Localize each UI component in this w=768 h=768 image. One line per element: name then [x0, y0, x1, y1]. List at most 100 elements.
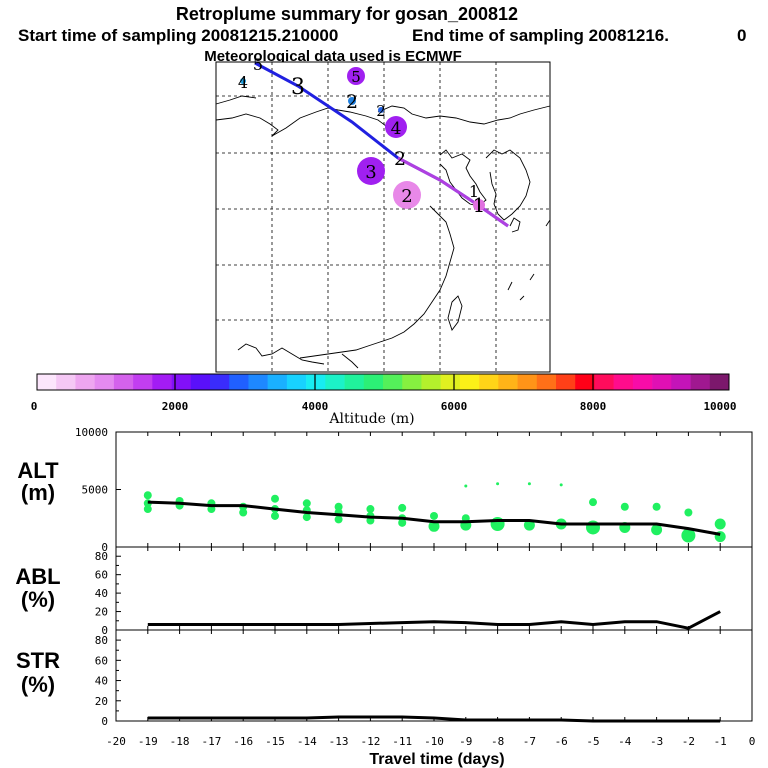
x-tick-label: -19	[138, 735, 158, 748]
map-marker: 2	[346, 91, 358, 113]
panel-str: 80 60 40 20 0	[95, 629, 753, 728]
end-time-text: End time of sampling 20081216.	[412, 26, 669, 45]
y-tick-label: 0	[101, 541, 108, 554]
end-time-suffix: 0	[737, 26, 746, 45]
alt-scatter-point	[714, 518, 726, 530]
svg-text:3: 3	[365, 162, 376, 183]
colorbar-tick-labels: 0 2000 4000 6000 8000 10000	[31, 400, 737, 413]
map-marker: 5	[253, 55, 263, 74]
svg-text:1: 1	[473, 193, 486, 217]
colorbar-swatch	[286, 374, 307, 390]
y-tick-label: 20	[95, 606, 108, 619]
y-tick-label: 60	[95, 569, 108, 582]
colorbar-swatch	[536, 374, 557, 390]
alt-scatter-point	[334, 515, 343, 524]
colorbar-swatch	[690, 374, 711, 390]
map-marker: 3	[357, 157, 385, 185]
svg-text:2: 2	[394, 148, 406, 170]
alt-scatter-point	[430, 511, 438, 520]
svg-text:4: 4	[238, 73, 248, 92]
colorbar-swatch	[671, 374, 691, 390]
alt-scatter-point	[302, 499, 311, 508]
x-tick-label: -16	[233, 735, 253, 748]
x-tick-label: -9	[459, 735, 472, 748]
colorbar-frame	[36, 373, 730, 391]
colorbar-swatch	[37, 374, 57, 390]
alt-panel-label: ALT	[17, 458, 59, 483]
svg-text:2: 2	[401, 186, 412, 207]
map-marker: 5	[347, 67, 365, 86]
colorbar-swatch	[190, 374, 211, 390]
map-marker: 1	[469, 182, 479, 201]
alt-panel-unit: (m)	[21, 480, 55, 505]
colorbar-swatch	[709, 374, 730, 390]
svg-text:3: 3	[291, 75, 305, 100]
altitude-colorbar	[36, 373, 730, 391]
map-gridlines	[216, 62, 550, 372]
x-tick-label: -1	[714, 735, 727, 748]
alt-line	[147, 500, 721, 536]
x-tick-label: -12	[360, 735, 380, 748]
y-tick-label: 0	[101, 715, 108, 728]
colorbar-swatch	[440, 374, 461, 390]
colorbar-swatch	[306, 374, 326, 390]
x-tick-label: -2	[682, 735, 695, 748]
colorbar-swatch	[325, 374, 345, 390]
map-marker: 4	[385, 116, 407, 139]
alt-scatter-point	[334, 502, 343, 511]
alt-scatter-point	[523, 519, 535, 531]
colorbar-swatch	[75, 374, 95, 390]
abl-line	[147, 610, 721, 630]
panel-frame	[115, 629, 753, 722]
alt-scatter-point	[271, 511, 279, 520]
colorbar-swatch	[133, 374, 153, 390]
x-tick-label: -14	[297, 735, 317, 748]
colorbar-swatch	[459, 374, 480, 390]
x-tick-label: -15	[265, 735, 285, 748]
x-tick-label: -6	[555, 735, 568, 748]
alt-scatter-point	[681, 528, 696, 543]
alt-scatter-point	[239, 508, 248, 517]
colorbar-swatch	[556, 374, 576, 390]
map-markers: 1 2 3 4 5 1 2	[238, 55, 485, 217]
x-tick-label: -17	[201, 735, 221, 748]
y-tick-label: 80	[95, 634, 108, 647]
colorbar-swatch	[594, 374, 614, 390]
alt-scatter-point	[302, 513, 311, 522]
x-tick-label: -3	[650, 735, 663, 748]
trajectory-map: 1 2 3 4 5 1 2	[215, 55, 551, 373]
map-marker: 2	[393, 181, 421, 209]
alt-scatter-point	[366, 505, 375, 514]
alt-scatter-point	[398, 503, 407, 512]
colorbar-swatch	[421, 374, 441, 390]
colorbar-swatch	[56, 374, 76, 390]
colorbar-swatch	[363, 374, 384, 390]
alt-scatter-point	[143, 505, 152, 514]
x-tick-label: -20	[106, 735, 126, 748]
x-tick-label: -18	[170, 735, 190, 748]
colorbar-swatch	[113, 374, 134, 390]
str-line	[147, 715, 721, 723]
x-tick-label: -5	[586, 735, 599, 748]
x-tick-label: -4	[618, 735, 632, 748]
panel-abl: 80 60 40 20 0	[95, 546, 753, 637]
colorbar-swatch	[171, 374, 192, 390]
x-tick-label: -7	[523, 735, 536, 748]
colorbar-swatch	[267, 374, 288, 390]
colorbar-swatch	[479, 374, 499, 390]
str-panel-unit: (%)	[21, 672, 55, 697]
alt-scatter-point	[271, 494, 279, 503]
x-axis-tick-labels: -20 -19 -18 -17 -16 -15 -14 -13 -12 -11 -10 -9 -8 -7-…	[106, 735, 755, 748]
figure-title: Retroplume summary for gosan_200812	[176, 4, 518, 24]
alt-scatter-point	[398, 518, 407, 527]
colorbar-tick: 2000	[162, 400, 189, 413]
alt-scatter-point	[684, 508, 693, 517]
svg-text:1: 1	[469, 182, 479, 201]
x-axis-title: Travel time (days)	[369, 751, 504, 768]
colorbar-swatch	[498, 374, 518, 390]
y-tick-label: 40	[95, 675, 108, 688]
map-marker: 1	[473, 193, 486, 217]
colorbar-tick: 0	[31, 400, 38, 413]
svg-text:5: 5	[253, 55, 263, 74]
